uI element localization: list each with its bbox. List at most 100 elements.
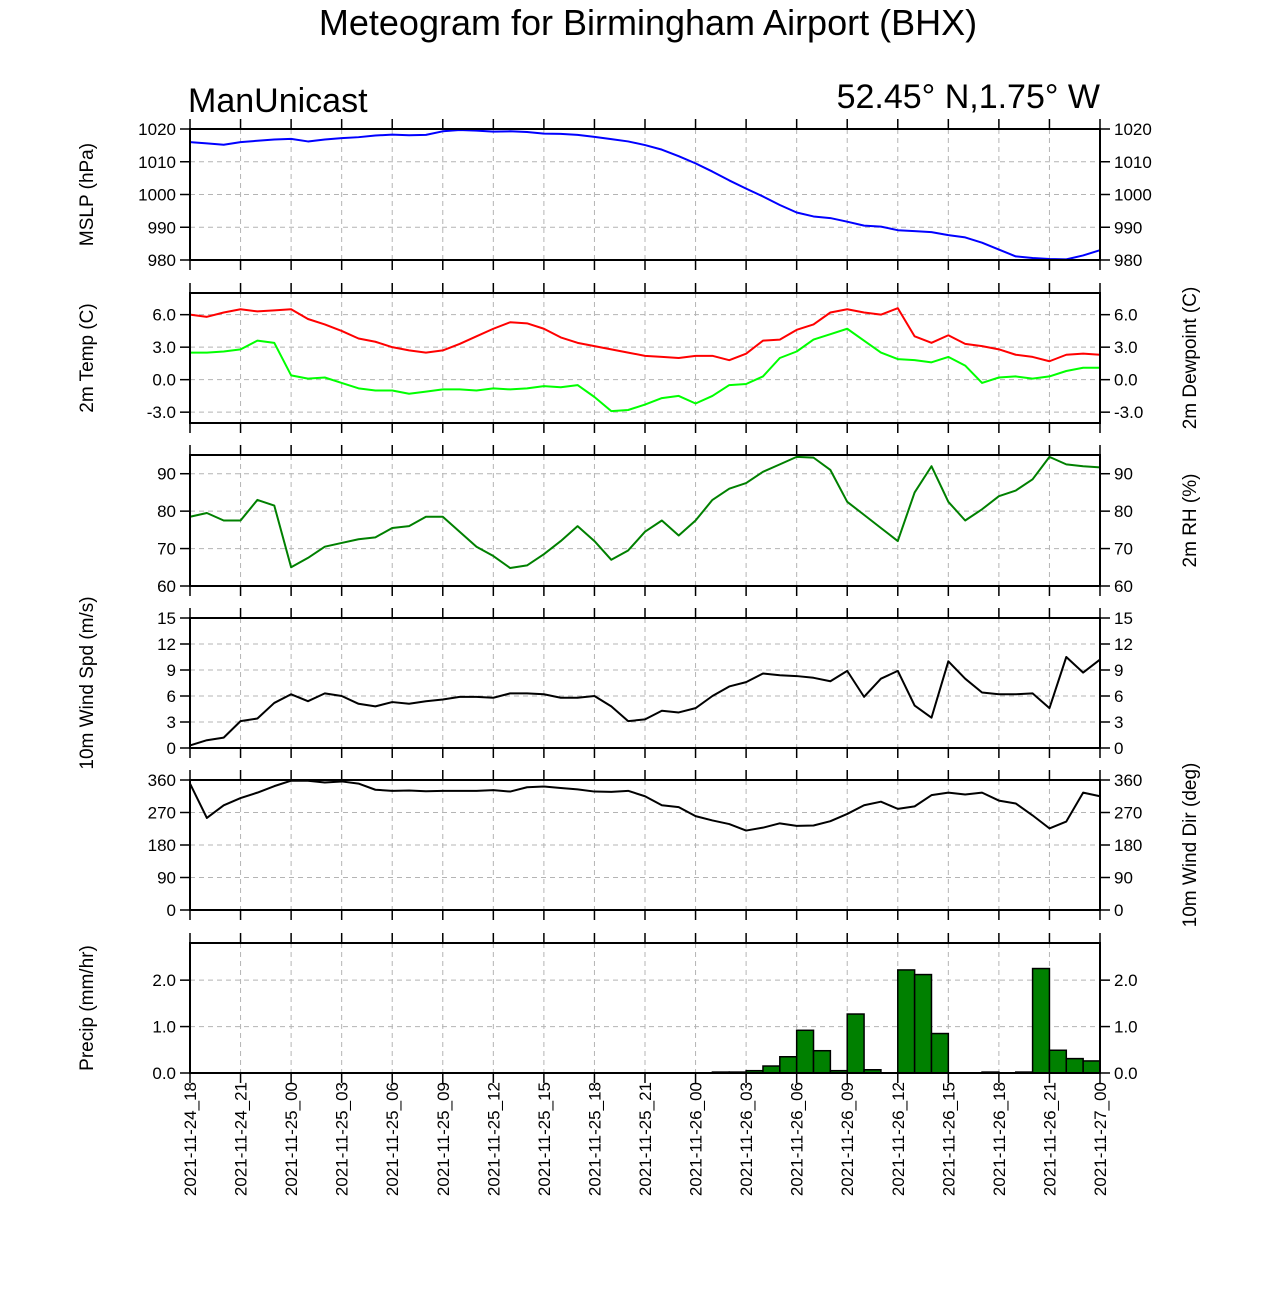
precip-bar xyxy=(762,1065,781,1074)
series-line-4-0 xyxy=(189,779,1101,832)
y-tick-label-left: 12 xyxy=(157,635,176,654)
y-tick-label-right: 1020 xyxy=(1114,120,1152,139)
source-label: ManUnicast xyxy=(188,82,368,120)
y-tick-label-right: 360 xyxy=(1114,771,1142,790)
x-tick-label: 2021-11-25_21 xyxy=(636,1082,655,1196)
y-tick-label-left: 3.0 xyxy=(152,338,176,357)
x-tick-label: 2021-11-26_06 xyxy=(788,1082,807,1196)
precip-bar xyxy=(930,1032,950,1074)
y-tick-label-left: 60 xyxy=(157,577,176,596)
x-tick-label: 2021-11-25_00 xyxy=(282,1082,301,1196)
y-tick-label-right: -3.0 xyxy=(1114,403,1143,422)
y-tick-label-left: 90 xyxy=(157,465,176,484)
x-tick-label: 2021-11-26_18 xyxy=(990,1082,1009,1196)
y-tick-label-left: 0.0 xyxy=(152,371,176,390)
series-line-3-0 xyxy=(189,656,1101,747)
precip-bar xyxy=(846,1013,865,1074)
y-axis-label-right: 2m Dewpoint (C) xyxy=(1180,287,1201,430)
y-axis-label-left: Precip (mm/hr) xyxy=(77,945,98,1071)
precip-bar xyxy=(1082,1060,1101,1074)
y-tick-label-right: 990 xyxy=(1114,218,1142,237)
y-tick-label-left: 0.0 xyxy=(152,1064,176,1083)
y-tick-label-left: 9 xyxy=(167,661,176,680)
y-axis-label-right: 2m RH (%) xyxy=(1180,474,1201,568)
y-axis-label-left: 10m Wind Spd (m/s) xyxy=(77,596,98,769)
panel-0: 980 980 990 990 1000 1000 1010 1010 1020 1020 MSLP… xyxy=(77,119,1152,270)
x-axis: 2021-11-24_18 2021-11-24_21 2021-11-25_00 2… xyxy=(181,1082,1110,1196)
precip-bar xyxy=(1048,1049,1068,1074)
y-tick-label-right: 1.0 xyxy=(1114,1018,1138,1037)
y-tick-label-right: 0 xyxy=(1114,739,1123,758)
x-tick-label: 2021-11-25_09 xyxy=(434,1082,453,1196)
precip-bar xyxy=(897,969,916,1074)
panel-1: -3.0 -3.0 0.0 0.0 3.0 3.0 6.0 6.0 2m Temp (C) 2m … xyxy=(77,283,1201,433)
x-tick-label: 2021-11-25_03 xyxy=(333,1082,352,1196)
precip-bar xyxy=(1031,967,1051,1074)
y-tick-label-right: 270 xyxy=(1114,804,1142,823)
x-tick-label: 2021-11-25_06 xyxy=(383,1082,402,1196)
precip-bar xyxy=(795,1029,815,1074)
y-tick-label-left: 90 xyxy=(157,869,176,888)
y-axis-label-right: 10m Wind Dir (deg) xyxy=(1180,763,1201,928)
y-tick-label-left: 180 xyxy=(148,836,176,855)
y-tick-label-left: 2.0 xyxy=(152,971,176,990)
y-tick-label-right: 6.0 xyxy=(1114,306,1138,325)
y-axis-label-left: 2m Temp (C) xyxy=(77,303,98,412)
y-tick-label-right: 70 xyxy=(1114,540,1133,559)
y-tick-label-left: 980 xyxy=(148,251,176,270)
y-tick-label-right: 980 xyxy=(1114,251,1142,270)
y-tick-label-right: 80 xyxy=(1114,502,1133,521)
x-tick-label: 2021-11-27_00 xyxy=(1091,1082,1110,1196)
y-tick-label-left: 1020 xyxy=(138,120,176,139)
panel-3: 0 0 3 3 6 6 9 9 12 12 15 15 10m Wind Spd (m/s) xyxy=(77,596,1133,769)
x-tick-label: 2021-11-26_21 xyxy=(1040,1082,1059,1196)
precip-bar xyxy=(1065,1057,1084,1074)
series-line-0-0 xyxy=(189,128,1101,261)
y-tick-label-right: 0.0 xyxy=(1114,1064,1138,1083)
x-tick-label: 2021-11-26_12 xyxy=(889,1082,908,1196)
x-tick-label: 2021-11-26_09 xyxy=(838,1082,857,1196)
x-tick-label: 2021-11-26_03 xyxy=(737,1082,756,1196)
x-tick-label: 2021-11-24_18 xyxy=(181,1082,200,1196)
y-tick-label-left: -3.0 xyxy=(147,403,176,422)
y-tick-label-left: 0 xyxy=(167,901,176,920)
series-line-1-1 xyxy=(190,327,1100,413)
x-tick-label: 2021-11-25_18 xyxy=(585,1082,604,1196)
y-tick-label-left: 70 xyxy=(157,540,176,559)
y-tick-label-left: 1010 xyxy=(138,153,176,172)
y-tick-label-right: 0.0 xyxy=(1114,371,1138,390)
y-tick-label-right: 180 xyxy=(1114,836,1142,855)
y-tick-label-left: 990 xyxy=(148,218,176,237)
y-tick-label-left: 1.0 xyxy=(152,1018,176,1037)
y-tick-label-right: 90 xyxy=(1114,869,1133,888)
y-tick-label-right: 3 xyxy=(1114,713,1123,732)
y-tick-label-left: 1000 xyxy=(138,186,176,205)
panel-4: 0 0 90 90 180 180 270 270 360 360 10m Wind Dir (de… xyxy=(148,763,1201,928)
x-tick-label: 2021-11-24_21 xyxy=(232,1082,251,1196)
x-tick-label: 2021-11-25_12 xyxy=(484,1082,503,1196)
y-tick-label-left: 6 xyxy=(167,687,176,706)
x-tick-label: 2021-11-26_15 xyxy=(939,1082,958,1196)
series-line-2-0 xyxy=(189,455,1101,570)
y-tick-label-right: 12 xyxy=(1114,635,1133,654)
y-tick-label-left: 3 xyxy=(167,713,176,732)
y-tick-label-right: 9 xyxy=(1114,661,1123,680)
y-tick-label-left: 6.0 xyxy=(152,306,176,325)
y-tick-label-right: 1000 xyxy=(1114,186,1152,205)
y-tick-label-right: 90 xyxy=(1114,465,1133,484)
location-label: 52.45° N,1.75° W xyxy=(837,78,1100,116)
y-axis-label-left: MSLP (hPa) xyxy=(77,143,98,246)
y-tick-label-left: 80 xyxy=(157,502,176,521)
precip-bar xyxy=(913,973,933,1074)
panel-2: 60 60 70 70 80 80 90 90 2m RH (%) xyxy=(157,445,1201,596)
y-tick-label-left: 360 xyxy=(148,771,176,790)
x-tick-label: 2021-11-25_15 xyxy=(535,1082,554,1196)
precip-bar xyxy=(779,1056,798,1074)
series-line-1-0 xyxy=(189,307,1101,363)
chart-title: Meteogram for Birmingham Airport (BHX) xyxy=(319,2,977,43)
y-tick-label-right: 1010 xyxy=(1114,153,1152,172)
y-tick-label-left: 0 xyxy=(167,739,176,758)
y-tick-label-right: 6 xyxy=(1114,687,1123,706)
